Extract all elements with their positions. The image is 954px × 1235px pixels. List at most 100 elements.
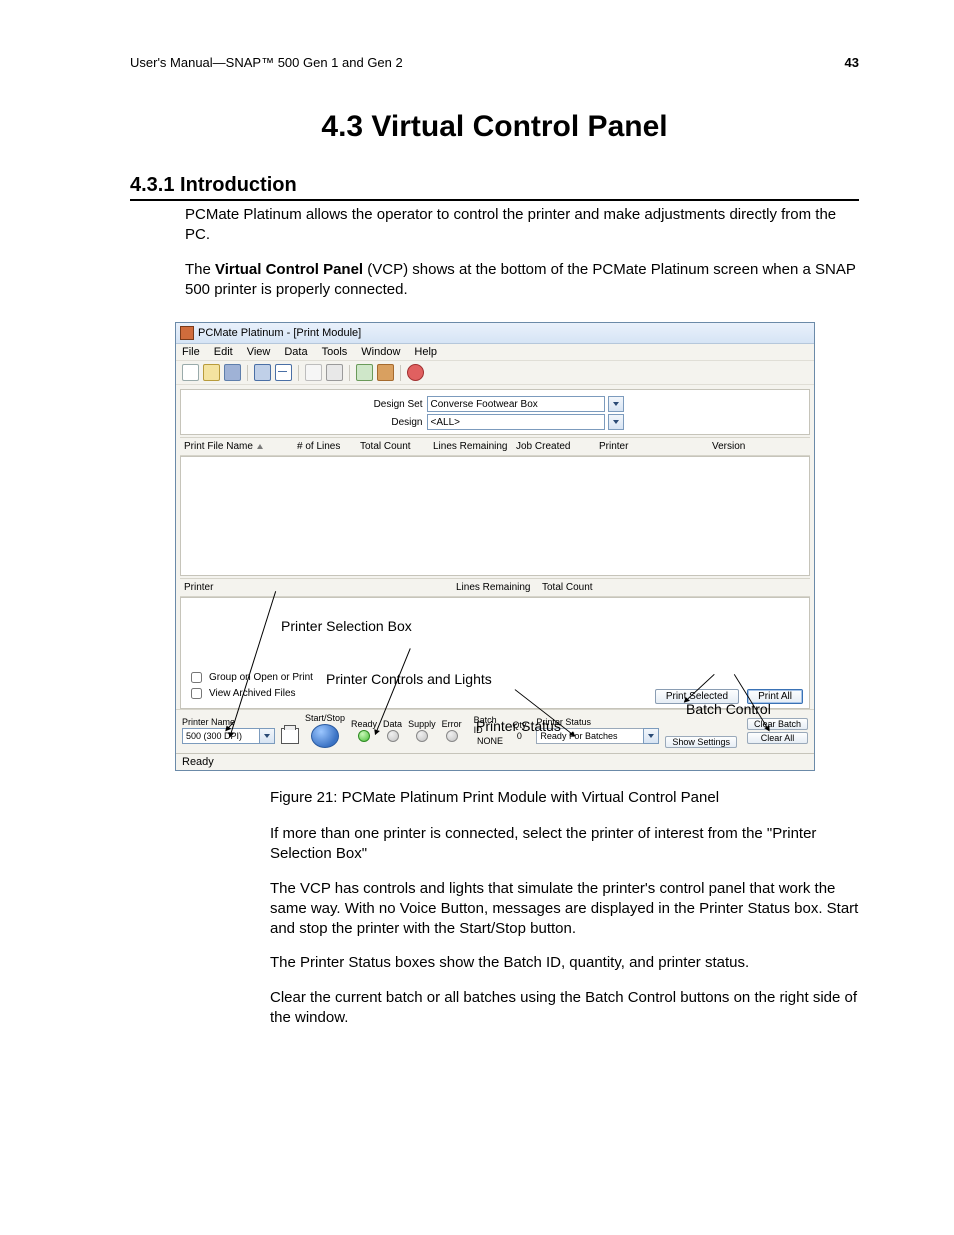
batch-id-label: Batch ID bbox=[474, 715, 507, 735]
col-lines[interactable]: # of Lines bbox=[293, 441, 356, 452]
printer-status-dropdown-icon[interactable] bbox=[643, 728, 659, 744]
menu-help[interactable]: Help bbox=[414, 346, 437, 358]
sort-arrow-icon bbox=[257, 444, 263, 449]
col-print-file-name[interactable]: Print File Name bbox=[180, 441, 293, 452]
led-data-label: Data bbox=[383, 719, 402, 729]
file-list-headers: Print File Name # of Lines Total Count L… bbox=[180, 437, 810, 456]
design-dropdown-icon[interactable] bbox=[608, 414, 624, 430]
after-p3: The Printer Status boxes show the Batch … bbox=[270, 953, 859, 973]
design-set-field[interactable]: Converse Footwear Box bbox=[427, 396, 605, 412]
led-error-label: Error bbox=[442, 719, 462, 729]
col2-printer[interactable]: Printer bbox=[180, 582, 264, 593]
clear-all-button[interactable]: Clear All bbox=[747, 732, 808, 744]
printer-name-block: Printer Name 500 (300 DPI) bbox=[182, 717, 275, 744]
col2-lines-remain[interactable]: Lines Remaining bbox=[452, 582, 538, 593]
center-left: Group on Open or Print View Archived Fil… bbox=[181, 598, 601, 708]
col-lines-remain[interactable]: Lines Remaining bbox=[429, 441, 512, 452]
qty-label: Qty bbox=[512, 720, 526, 730]
led-supply-label: Supply bbox=[408, 719, 436, 729]
batch-id-value: NONE bbox=[477, 736, 503, 746]
col2-total-count[interactable]: Total Count bbox=[538, 582, 616, 593]
chk-view-archived-box[interactable] bbox=[191, 688, 202, 699]
after-p2: The VCP has controls and lights that sim… bbox=[270, 879, 859, 940]
printer-list-headers: Printer Lines Remaining Total Count bbox=[180, 578, 810, 597]
running-header: User's Manual—SNAP™ 500 Gen 1 and Gen 2 … bbox=[130, 55, 859, 70]
menu-edit[interactable]: Edit bbox=[214, 346, 233, 358]
menu-window[interactable]: Window bbox=[361, 346, 400, 358]
led-ready-block: Ready bbox=[351, 719, 377, 742]
menu-data[interactable]: Data bbox=[284, 346, 307, 358]
center-right: Print Selected Print All bbox=[601, 598, 809, 708]
vcp-strip: Printer Name 500 (300 DPI) Start/Stop Re… bbox=[176, 709, 814, 753]
design-selector-panel: Design Set Converse Footwear Box Design … bbox=[180, 389, 810, 435]
link-icon[interactable] bbox=[377, 364, 394, 381]
col-total-count[interactable]: Total Count bbox=[356, 441, 429, 452]
printer-status-block: Printer Status Ready For Batches bbox=[536, 717, 659, 744]
print-icon[interactable] bbox=[326, 364, 343, 381]
start-stop-block: Start/Stop bbox=[305, 713, 345, 748]
col-job-created[interactable]: Job Created bbox=[512, 441, 595, 452]
printer-glyph-block bbox=[281, 717, 299, 744]
open-icon[interactable] bbox=[203, 364, 220, 381]
col-printer[interactable]: Printer bbox=[595, 441, 708, 452]
preview-icon[interactable] bbox=[305, 364, 322, 381]
show-settings-button[interactable]: Show Settings bbox=[665, 736, 737, 748]
section-heading: 4.3 Virtual Control Panel bbox=[130, 110, 859, 144]
new-icon[interactable] bbox=[182, 364, 199, 381]
toolbar-separator bbox=[349, 365, 350, 381]
led-error-icon bbox=[446, 730, 458, 742]
app-icon bbox=[180, 326, 194, 340]
clear-button-stack: Clear Batch Clear All bbox=[747, 718, 808, 744]
chk-view-archived-label: View Archived Files bbox=[209, 688, 296, 699]
chk-view-archived[interactable]: View Archived Files bbox=[187, 685, 296, 702]
clear-batch-button[interactable]: Clear Batch bbox=[747, 718, 808, 730]
printer-status-value: Ready For Batches bbox=[536, 728, 644, 744]
menu-view[interactable]: View bbox=[247, 346, 271, 358]
toolbar bbox=[176, 360, 814, 385]
after-text: If more than one printer is connected, s… bbox=[270, 824, 859, 1028]
printer-icon bbox=[281, 728, 299, 744]
intro-text: PCMate Platinum allows the operator to c… bbox=[185, 205, 859, 300]
intro-p2: The Virtual Control Panel (VCP) shows at… bbox=[185, 260, 859, 301]
batch-id-block: Batch ID NONE bbox=[474, 715, 507, 746]
menu-tools[interactable]: Tools bbox=[322, 346, 348, 358]
after-p1: If more than one printer is connected, s… bbox=[270, 824, 859, 865]
toolbar-separator bbox=[400, 365, 401, 381]
start-stop-button[interactable] bbox=[311, 724, 339, 748]
menu-bar: File Edit View Data Tools Window Help bbox=[176, 344, 814, 360]
window-title: PCMate Platinum - [Print Module] bbox=[198, 327, 361, 339]
qty-block: Qty 0 bbox=[512, 720, 526, 741]
settings-icon[interactable] bbox=[407, 364, 424, 381]
col-version[interactable]: Version bbox=[708, 441, 806, 452]
module-b-icon[interactable] bbox=[275, 364, 292, 381]
chk-group-on-open[interactable]: Group on Open or Print bbox=[187, 669, 313, 686]
page: User's Manual—SNAP™ 500 Gen 1 and Gen 2 … bbox=[0, 0, 954, 1122]
col2-spacer bbox=[264, 582, 452, 593]
title-bar: PCMate Platinum - [Print Module] bbox=[176, 323, 814, 344]
page-number: 43 bbox=[845, 55, 859, 70]
chk-group-on-open-box[interactable] bbox=[191, 672, 202, 683]
save-icon[interactable] bbox=[224, 364, 241, 381]
printer-name-label: Printer Name bbox=[182, 717, 235, 727]
status-bar: Ready bbox=[176, 753, 814, 770]
figure-caption: Figure 21: PCMate Platinum Print Module … bbox=[130, 789, 859, 806]
led-error-block: Error bbox=[442, 719, 462, 742]
center-panel: Group on Open or Print View Archived Fil… bbox=[180, 597, 810, 709]
module-a-icon[interactable] bbox=[254, 364, 271, 381]
toolbar-separator bbox=[247, 365, 248, 381]
tree-icon[interactable] bbox=[356, 364, 373, 381]
toolbar-separator bbox=[298, 365, 299, 381]
led-ready-label: Ready bbox=[351, 719, 377, 729]
menu-file[interactable]: File bbox=[182, 346, 200, 358]
led-supply-block: Supply bbox=[408, 719, 436, 742]
design-field[interactable]: <ALL> bbox=[427, 414, 605, 430]
printer-name-dropdown-icon[interactable] bbox=[259, 728, 275, 744]
chk-group-on-open-label: Group on Open or Print bbox=[209, 672, 313, 683]
file-list[interactable] bbox=[180, 456, 810, 576]
design-set-dropdown-icon[interactable] bbox=[608, 396, 624, 412]
print-selected-button[interactable]: Print Selected bbox=[655, 689, 739, 704]
print-all-button[interactable]: Print All bbox=[747, 689, 803, 704]
batch-button-row: Print Selected Print All bbox=[655, 689, 803, 704]
printer-name-select[interactable]: 500 (300 DPI) bbox=[182, 728, 260, 744]
led-supply-icon bbox=[416, 730, 428, 742]
